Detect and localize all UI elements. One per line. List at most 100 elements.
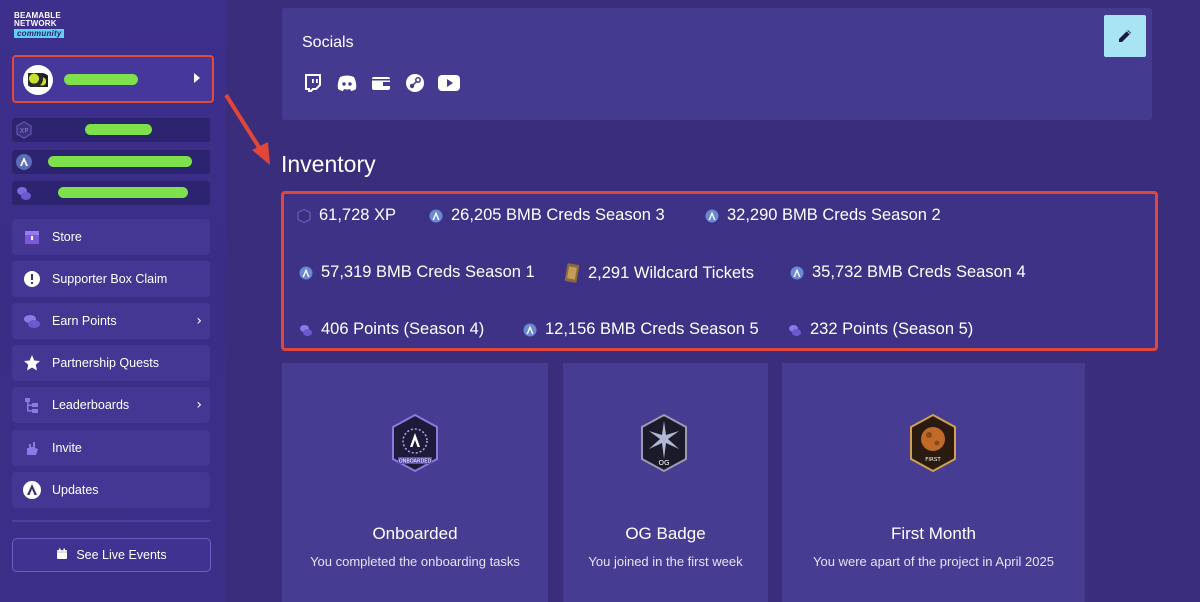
stat-row-xp[interactable]: XP — [12, 118, 210, 142]
sidebar-item-label: Store — [52, 230, 82, 244]
first-month-badge-icon: FIRST — [910, 413, 956, 473]
sidebar-item-earn-points[interactable]: Earn Points › — [12, 303, 210, 339]
inventory-item-label: 2,291 Wildcard Tickets — [588, 263, 754, 282]
chevron-right-icon: › — [196, 397, 202, 413]
badge-title: First Month — [890, 524, 977, 543]
expand-arrow-icon — [194, 73, 200, 83]
inventory-title: Inventory — [281, 151, 376, 177]
logo-line-3: community — [14, 29, 65, 38]
ticket-icon — [564, 263, 580, 283]
badge-description: You were apart of the project in April 2… — [813, 554, 1054, 569]
inventory-item-label: 61,728 XP — [319, 206, 397, 224]
bmb-icon — [299, 266, 313, 280]
sidebar: BEAMABLE NETWORK community XP Store Supp… — [0, 0, 226, 602]
main-content: Socials Inventory 61,728 — [226, 0, 1200, 602]
sidebar-item-leaderboards[interactable]: Leaderboards › — [12, 387, 210, 423]
redacted-username — [64, 74, 138, 85]
sidebar-item-store[interactable]: Store — [12, 219, 210, 255]
socials-card: Socials — [282, 8, 1152, 120]
inventory-item-label: 57,319 BMB Creds Season 1 — [321, 263, 535, 281]
xp-icon — [297, 208, 311, 223]
alert-icon — [22, 269, 42, 289]
see-live-events-label: See Live Events — [76, 548, 167, 562]
inventory-item: 232 Points (Season 5) — [788, 320, 973, 339]
badge-card-onboarded[interactable]: ONBOARDED Onboarded You completed the on… — [282, 363, 548, 602]
wallet-icon[interactable] — [370, 72, 392, 94]
inventory-item-label: 35,732 BMB Creds Season 4 — [812, 263, 1026, 281]
see-live-events-button[interactable]: See Live Events — [12, 538, 211, 572]
sidebar-item-supporter-box-claim[interactable]: Supporter Box Claim — [12, 261, 210, 297]
bmb-icon — [705, 209, 719, 223]
inventory-item: 32,290 BMB Creds Season 2 — [705, 206, 941, 225]
bmb-icon — [523, 323, 537, 337]
twitch-icon[interactable] — [302, 72, 324, 94]
redacted-xp-value — [85, 124, 152, 135]
points-icon — [17, 187, 31, 200]
sidebar-item-label: Leaderboards — [52, 398, 130, 412]
bmb-icon — [16, 154, 32, 170]
inventory-list: 61,728 XP 26,205 BMB Creds Season 3 32,2… — [281, 191, 1158, 351]
sidebar-item-updates[interactable]: Updates — [12, 472, 210, 508]
points-icon — [788, 323, 802, 337]
star-icon — [22, 353, 42, 373]
beamable-network-logo[interactable]: BEAMABLE NETWORK community — [14, 12, 74, 42]
svg-text:ONBOARDED: ONBOARDED — [399, 459, 432, 465]
youtube-icon[interactable] — [438, 72, 460, 94]
inventory-item: 35,732 BMB Creds Season 4 — [790, 263, 1026, 282]
sidebar-item-partnership-quests[interactable]: Partnership Quests — [12, 345, 210, 381]
badge-title: Onboarded — [372, 524, 458, 543]
sidebar-item-invite[interactable]: Invite — [12, 430, 210, 466]
logo-line-1: BEAMABLE — [14, 11, 61, 20]
redacted-creds-value — [48, 156, 192, 167]
badge-description: You completed the onboarding tasks — [310, 554, 520, 569]
svg-text:OG: OG — [659, 459, 670, 467]
og-badge-icon: OG — [641, 413, 687, 473]
discord-icon[interactable] — [336, 72, 358, 94]
inventory-item-label: 26,205 BMB Creds Season 3 — [451, 206, 665, 224]
beamable-logo-icon — [22, 480, 42, 500]
chevron-right-icon: › — [196, 313, 202, 329]
stat-row-creds[interactable] — [12, 150, 210, 174]
inventory-item: 57,319 BMB Creds Season 1 — [299, 263, 535, 282]
svg-text:FIRST: FIRST — [925, 457, 941, 463]
svg-text:XP: XP — [19, 127, 28, 135]
logo-line-2: NETWORK — [14, 19, 57, 28]
badge-card-first-month[interactable]: FIRST First Month You were apart of the … — [782, 363, 1085, 602]
inventory-item-label: 32,290 BMB Creds Season 2 — [727, 206, 941, 224]
stat-row-points[interactable] — [12, 181, 210, 205]
avatar — [23, 65, 53, 95]
inventory-item-label: 232 Points (Season 5) — [810, 320, 974, 338]
bmb-icon — [790, 266, 804, 280]
xp-icon: XP — [16, 121, 32, 139]
steam-icon[interactable] — [404, 72, 426, 94]
points-icon — [299, 323, 313, 337]
sidebar-item-label: Partnership Quests — [52, 356, 159, 370]
edit-socials-button[interactable] — [1104, 15, 1146, 57]
badge-card-og[interactable]: OG OG Badge You joined in the first week — [563, 363, 768, 602]
badge-title: OG Badge — [625, 524, 706, 543]
chest-icon — [22, 227, 42, 247]
onboarded-badge-icon: ONBOARDED — [392, 413, 438, 473]
socials-title: Socials — [302, 34, 354, 51]
inventory-item: 12,156 BMB Creds Season 5 — [523, 320, 759, 339]
socials-icon-row — [302, 72, 460, 94]
profile-button[interactable] — [12, 55, 214, 103]
sidebar-divider — [12, 520, 210, 522]
sidebar-item-label: Updates — [52, 483, 99, 497]
hand-icon — [22, 438, 42, 458]
redacted-points-value — [58, 187, 188, 198]
badge-description: You joined in the first week — [588, 554, 743, 569]
coins-icon — [22, 311, 42, 331]
sidebar-item-label: Earn Points — [52, 314, 117, 328]
pencil-icon — [1119, 30, 1131, 42]
inventory-item: 406 Points (Season 4) — [299, 320, 484, 339]
sidebar-item-label: Supporter Box Claim — [52, 272, 168, 286]
calendar-icon — [56, 548, 68, 563]
inventory-item: 2,291 Wildcard Tickets — [564, 263, 754, 283]
inventory-item-label: 406 Points (Season 4) — [321, 320, 485, 338]
bmb-icon — [429, 209, 443, 223]
inventory-item: 26,205 BMB Creds Season 3 — [429, 206, 665, 225]
inventory-item: 61,728 XP — [297, 206, 396, 225]
tree-icon — [22, 395, 42, 415]
sidebar-item-label: Invite — [52, 441, 82, 455]
